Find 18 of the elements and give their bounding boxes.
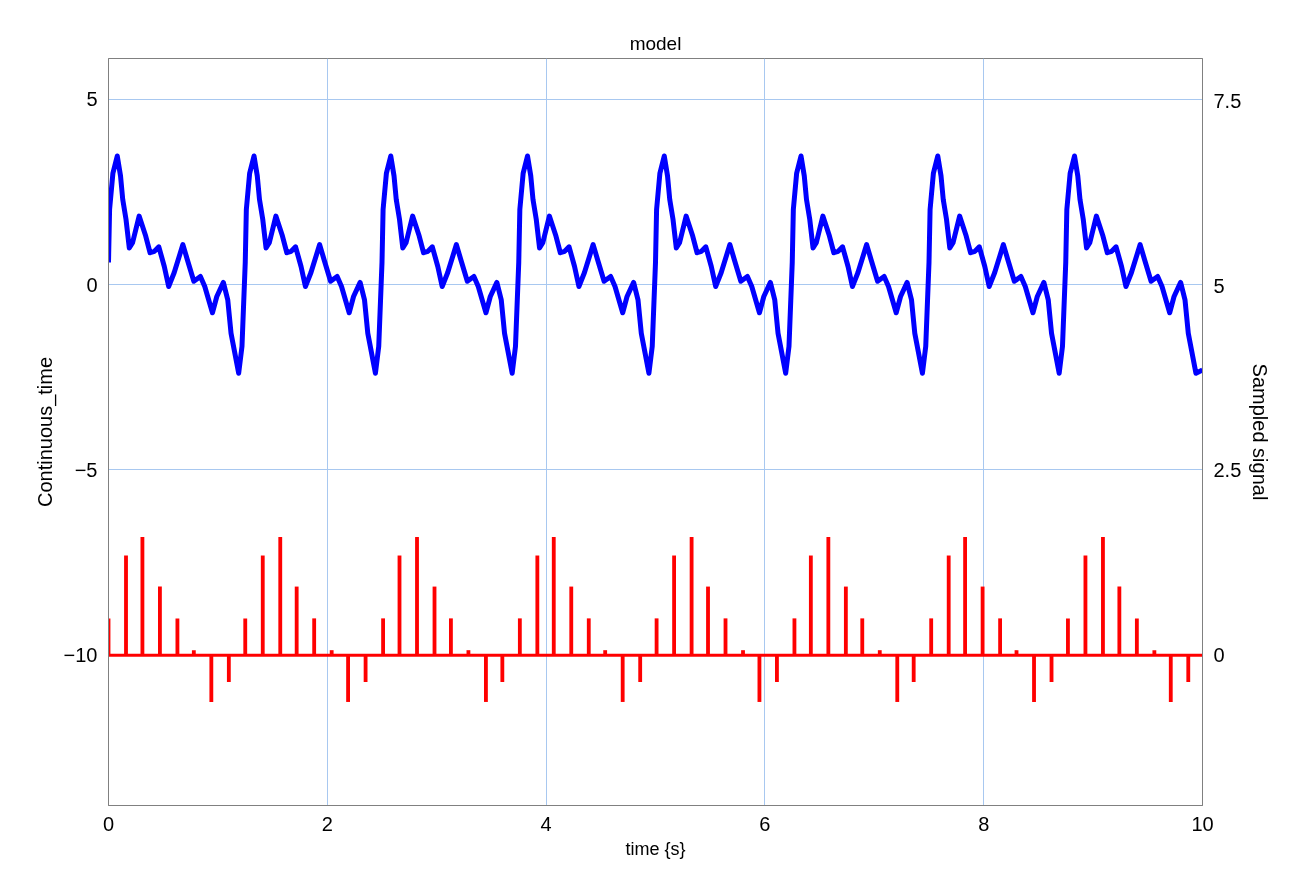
y2-tick-label: 0: [1213, 644, 1225, 667]
y-tick-label: 5: [86, 88, 98, 111]
x-tick-label: 10: [1191, 812, 1214, 835]
x-tick-label: 4: [540, 812, 552, 835]
y-tick-label: 0: [86, 273, 98, 296]
chart-title: model: [629, 32, 682, 54]
y2-axis-title: Sampled signal: [1249, 363, 1272, 501]
y2-tick-label: 5: [1213, 274, 1225, 297]
y-tick-label: −5: [74, 459, 98, 481]
y2-tick-label: 7.5: [1213, 89, 1242, 112]
y-tick-label: −10: [63, 644, 98, 667]
x-axis-title: time {s}: [625, 838, 686, 859]
x-tick-label: 8: [978, 812, 990, 835]
x-tick-label: 6: [759, 812, 771, 835]
y2-tick-label: 2.5: [1213, 459, 1242, 482]
x-tick-label: 2: [321, 812, 333, 835]
y-axis-title: Continuous_time: [33, 356, 57, 508]
x-tick-label: 0: [102, 812, 115, 835]
